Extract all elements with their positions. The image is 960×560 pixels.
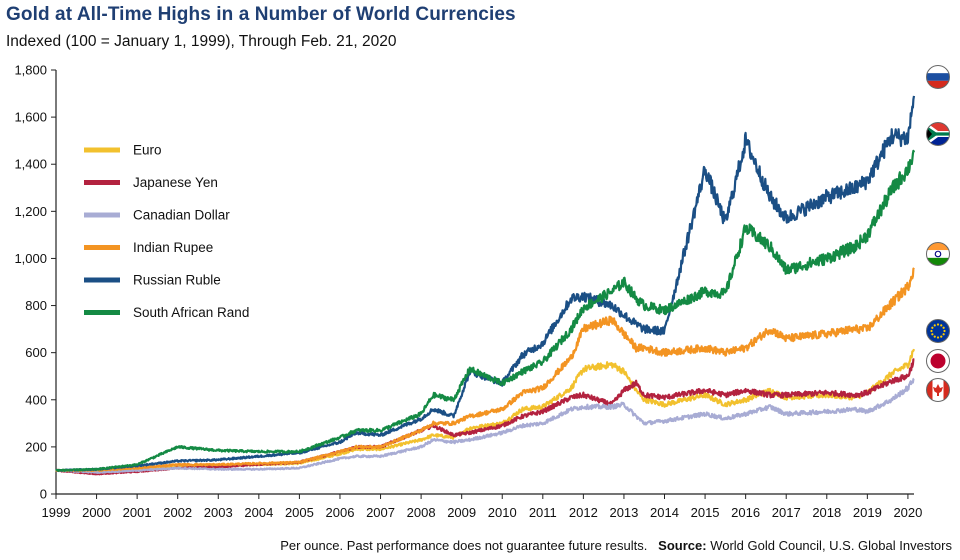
x-tick-label: 2010	[488, 505, 517, 520]
legend-label: Japanese Yen	[133, 175, 218, 190]
x-tick-label: 2011	[529, 505, 557, 520]
india-flag-icon	[926, 242, 950, 266]
x-tick-label: 2009	[447, 505, 476, 520]
x-tick-label: 2016	[731, 505, 760, 520]
x-tick-label: 2012	[569, 505, 598, 520]
x-tick-label: 2015	[691, 505, 720, 520]
y-tick-label: 200	[25, 439, 47, 454]
x-tick-label: 2002	[163, 505, 192, 520]
x-tick-label: 2014	[650, 505, 679, 520]
x-tick-label: 2006	[326, 505, 355, 520]
y-tick-label: 800	[25, 298, 47, 313]
series-line-canadian-dollar	[55, 377, 915, 474]
y-tick-label: 600	[25, 345, 47, 360]
canada-flag-icon	[926, 378, 950, 402]
series-line-japanese-yen	[55, 358, 915, 476]
japan-flag-icon	[926, 349, 950, 373]
y-tick-label: 1,800	[14, 63, 47, 78]
south-africa-flag-icon	[926, 122, 950, 146]
x-tick-label: 2013	[609, 505, 638, 520]
legend-label: Russian Ruble	[133, 273, 221, 288]
x-tick-label: 2003	[204, 505, 233, 520]
legend-label: Euro	[133, 143, 162, 158]
russia-flag-icon	[926, 65, 950, 89]
x-tick-label: 2020	[893, 505, 922, 520]
y-tick-label: 1,200	[14, 204, 47, 219]
x-tick-label: 2017	[772, 505, 801, 520]
series-line-euro	[55, 348, 916, 473]
y-tick-label: 1,600	[14, 110, 47, 125]
x-tick-label: 2018	[812, 505, 841, 520]
legend-label: South African Rand	[133, 305, 249, 320]
series-line-russian-ruble	[55, 95, 916, 472]
source-label: Source:	[658, 538, 707, 553]
x-tick-label: 2008	[407, 505, 436, 520]
y-tick-label: 1,400	[14, 157, 47, 172]
chart-footer: Per ounce. Past performance does not gua…	[280, 538, 952, 553]
x-tick-label: 1999	[42, 505, 71, 520]
series-line-indian-rupee	[55, 267, 915, 473]
x-tick-label: 2007	[366, 505, 395, 520]
x-tick-label: 2004	[244, 505, 273, 520]
chart-subtitle: Indexed (100 = January 1, 1999), Through…	[6, 33, 397, 50]
source-text: World Gold Council, U.S. Global Investor…	[710, 538, 952, 553]
footer-note: Per ounce. Past performance does not gua…	[280, 538, 648, 553]
y-tick-label: 400	[25, 392, 47, 407]
y-tick-label: 1,000	[14, 251, 47, 266]
legend-label: Indian Rupee	[133, 240, 213, 255]
series-line-south-african-rand	[55, 149, 916, 472]
chart-title: Gold at All-Time Highs in a Number of Wo…	[6, 4, 516, 25]
x-tick-label: 2019	[853, 505, 882, 520]
legend-label: Canadian Dollar	[133, 208, 230, 223]
x-tick-label: 2005	[285, 505, 314, 520]
x-tick-label: 2001	[123, 505, 152, 520]
x-tick-label: 2000	[82, 505, 111, 520]
y-tick-label: 0	[40, 487, 47, 502]
eu-flag-icon	[926, 319, 950, 343]
